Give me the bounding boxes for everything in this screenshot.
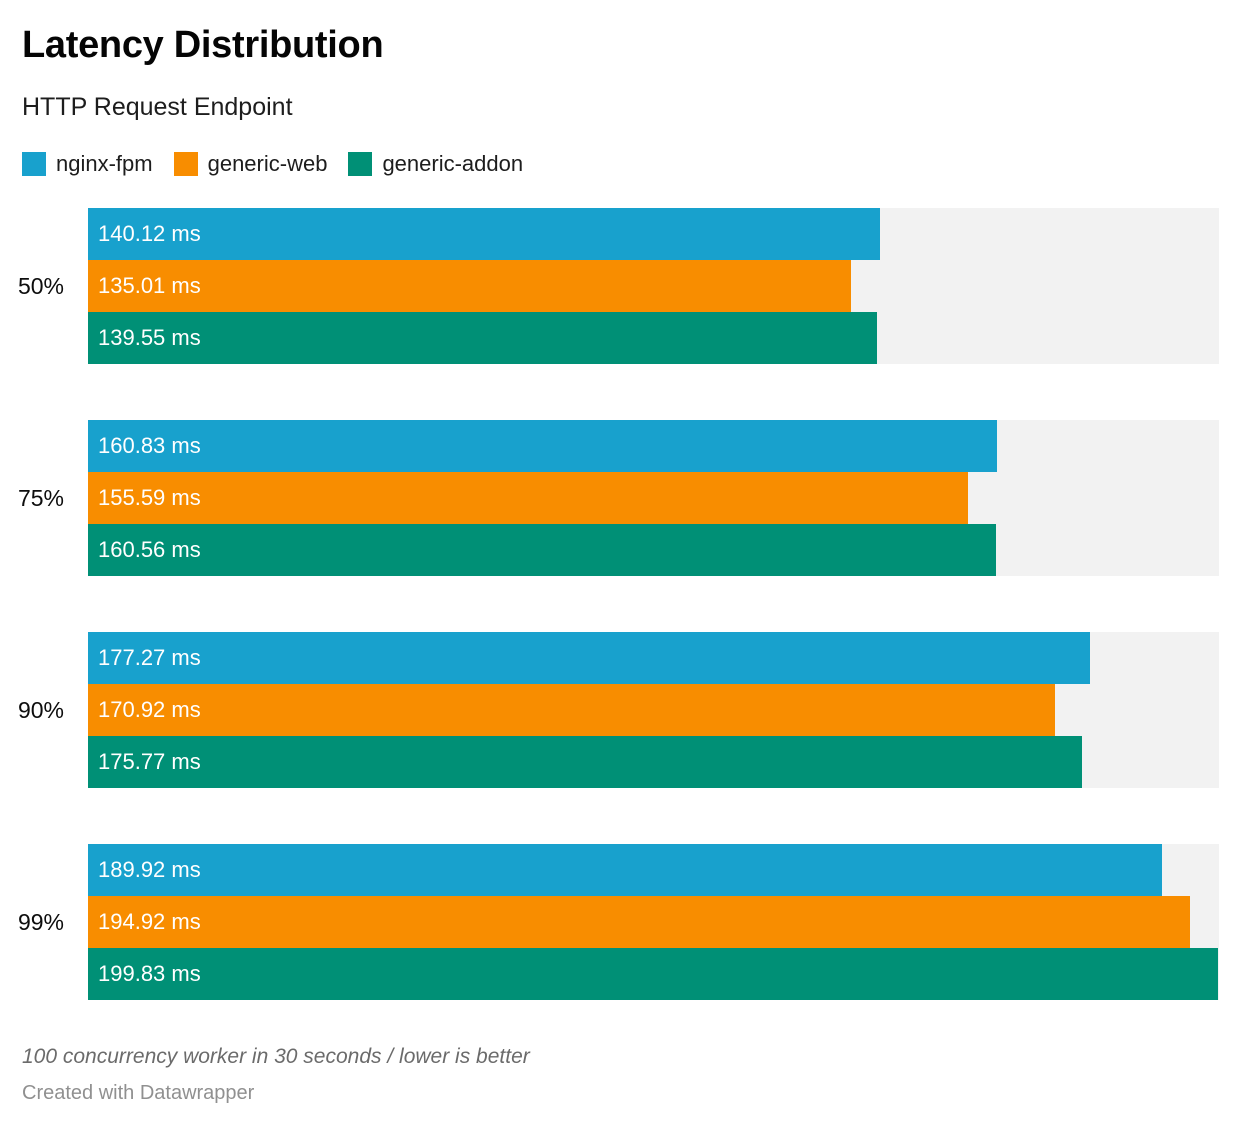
page-title: Latency Distribution bbox=[22, 24, 384, 66]
bars-container: 140.12 ms 135.01 ms 139.55 ms bbox=[88, 208, 1219, 364]
legend-swatch-icon bbox=[22, 151, 46, 176]
bars-container: 189.92 ms 194.92 ms 199.83 ms bbox=[88, 844, 1219, 1000]
category-label: 99% bbox=[17, 908, 64, 935]
bar-value-label: 170.92 ms bbox=[98, 697, 201, 722]
bar-generic-addon: 175.77 ms bbox=[88, 736, 1082, 788]
legend-swatch-icon bbox=[348, 151, 373, 176]
bar-value-label: 135.01 ms bbox=[98, 273, 201, 298]
bar-generic-addon: 160.56 ms bbox=[88, 524, 996, 576]
category-label: 90% bbox=[17, 696, 64, 723]
bar-value-label: 194.92 ms bbox=[98, 909, 201, 934]
bar-value-label: 155.59 ms bbox=[98, 485, 201, 510]
legend-label: nginx-fpm bbox=[56, 150, 153, 176]
bar-value-label: 199.83 ms bbox=[98, 961, 201, 986]
bar-nginx-fpm: 189.92 ms bbox=[88, 844, 1162, 896]
bar-generic-web: 135.01 ms bbox=[88, 260, 852, 312]
legend-item-nginx-fpm: nginx-fpm bbox=[22, 151, 153, 177]
bar-group-90%: 90% 177.27 ms 170.92 ms 175.77 ms bbox=[17, 632, 1219, 788]
bar-value-label: 177.27 ms bbox=[98, 645, 201, 670]
bar-generic-addon: 139.55 ms bbox=[88, 312, 878, 364]
bar-value-label: 160.83 ms bbox=[98, 433, 201, 458]
category-label: 75% bbox=[17, 484, 64, 511]
legend-item-generic-addon: generic-addon bbox=[348, 151, 523, 177]
bar-value-label: 189.92 ms bbox=[98, 857, 201, 882]
bar-nginx-fpm: 177.27 ms bbox=[88, 632, 1091, 684]
bar-generic-web: 155.59 ms bbox=[88, 472, 968, 524]
bar-group-75%: 75% 160.83 ms 155.59 ms 160.56 ms bbox=[17, 420, 1219, 576]
category-label: 50% bbox=[17, 272, 64, 299]
bar-chart: 50% 140.12 ms 135.01 ms 139.55 ms 75% 160.83 … bbox=[17, 208, 1219, 1000]
legend-label: generic-addon bbox=[382, 150, 524, 176]
bar-value-label: 175.77 ms bbox=[98, 749, 201, 774]
legend-item-generic-web: generic-web bbox=[173, 150, 328, 177]
bar-generic-web: 170.92 ms bbox=[88, 684, 1055, 736]
legend-swatch-icon bbox=[173, 151, 198, 176]
legend: nginx-fpm generic-web generic-addon bbox=[22, 151, 1219, 176]
legend-label: generic-web bbox=[207, 150, 328, 176]
bar-group-50%: 50% 140.12 ms 135.01 ms 139.55 ms bbox=[17, 208, 1219, 364]
attribution-text: Created with Datawrapper bbox=[22, 1082, 255, 1104]
bar-value-label: 139.55 ms bbox=[98, 325, 201, 350]
bar-nginx-fpm: 140.12 ms bbox=[88, 208, 881, 260]
bar-value-label: 140.12 ms bbox=[98, 221, 201, 246]
footer-note: 100 concurrency worker in 30 seconds / l… bbox=[22, 1045, 530, 1068]
bar-value-label: 160.56 ms bbox=[98, 537, 201, 562]
page-subtitle: HTTP Request Endpoint bbox=[22, 93, 293, 121]
bars-container: 177.27 ms 170.92 ms 175.77 ms bbox=[88, 632, 1219, 788]
bar-generic-addon: 199.83 ms bbox=[88, 948, 1219, 1000]
bars-container: 160.83 ms 155.59 ms 160.56 ms bbox=[88, 420, 1219, 576]
bar-generic-web: 194.92 ms bbox=[88, 896, 1191, 948]
bar-group-99%: 99% 189.92 ms 194.92 ms 199.83 ms bbox=[17, 844, 1219, 1000]
bar-nginx-fpm: 160.83 ms bbox=[88, 420, 998, 472]
